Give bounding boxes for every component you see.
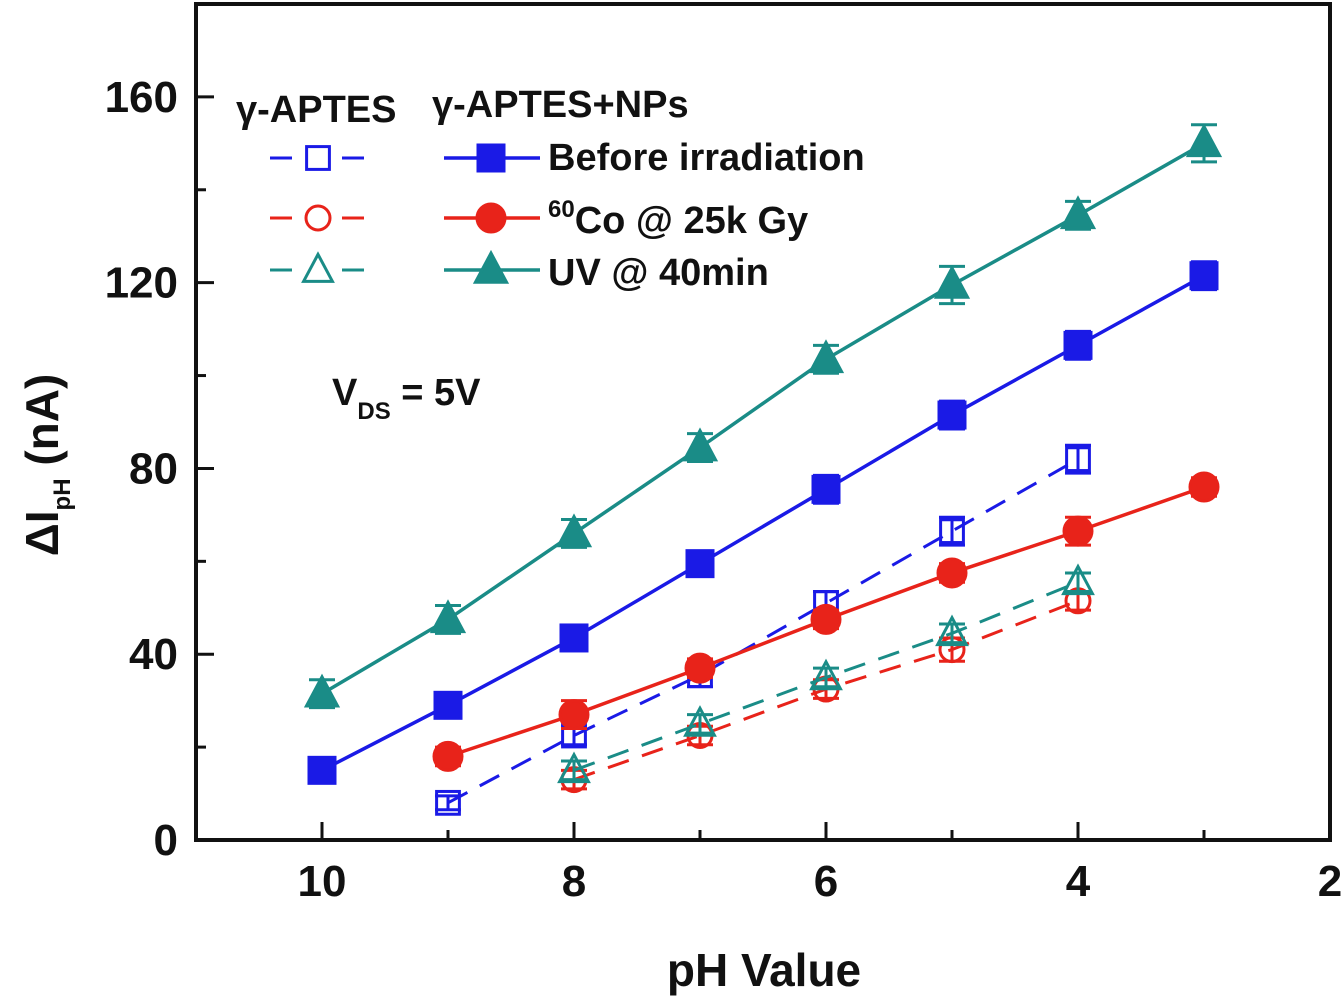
x-tick-label: 10	[298, 857, 347, 906]
series-line	[321, 141, 1205, 696]
data-point	[937, 400, 967, 430]
x-tick-label: 8	[562, 857, 586, 906]
data-point	[935, 614, 969, 647]
data-point	[1185, 123, 1223, 158]
data-point	[933, 264, 971, 299]
axis-ticks: 10 8 6 4 2 0 40 80 120 160	[105, 2, 1342, 906]
data-point	[1065, 446, 1091, 473]
series-aptes-triangle	[557, 563, 1095, 784]
data-point	[432, 740, 464, 772]
data-point	[684, 652, 716, 684]
y-axis-title: ΔIpH (nA)	[16, 374, 76, 557]
vds-annotation-prefix: V	[332, 372, 358, 414]
x-tick-label: 2	[1318, 857, 1342, 906]
data-point	[1062, 515, 1094, 547]
legend: γ-APTES γ-APTES+NPs Before irradiation 6…	[236, 84, 865, 294]
legend-label-uv: UV @ 40min	[548, 252, 769, 294]
legend-sample-open-marker	[304, 204, 332, 232]
legend-sample-filled-marker	[472, 249, 510, 284]
legend-label-co60: 60Co @ 25k Gy	[548, 196, 808, 242]
data-point	[1189, 261, 1219, 291]
data-point	[303, 673, 341, 708]
x-tick-label: 6	[814, 857, 838, 906]
y-axis-title-sub: pH	[49, 478, 76, 510]
data-point	[555, 513, 593, 548]
data-point	[433, 690, 463, 720]
data-point	[559, 623, 589, 653]
legend-sample-open-marker	[305, 145, 331, 171]
y-tick-label: 160	[105, 73, 178, 122]
legend-label-co60-text: Co @ 25k Gy	[575, 200, 808, 242]
data-point	[811, 474, 841, 504]
data-point	[558, 699, 590, 731]
legend-group-right-label: γ-APTES+NPs	[432, 84, 689, 126]
legend-label-before-irradiation: Before irradiation	[548, 137, 865, 179]
legend-sample-open-marker	[301, 251, 335, 283]
data-point	[683, 705, 717, 737]
y-tick-label: 0	[154, 816, 178, 865]
data-point	[807, 339, 845, 374]
data-point	[307, 755, 337, 785]
legend-group-left-label: γ-APTES	[236, 89, 396, 131]
y-axis-title-suffix: (nA)	[16, 374, 68, 479]
series-nps-triangle	[303, 123, 1223, 710]
data-point	[1063, 330, 1093, 360]
x-axis-title: pH Value	[667, 944, 861, 996]
data-point	[557, 751, 591, 784]
vds-annotation-suffix: = 5V	[391, 372, 481, 414]
data-point	[685, 549, 715, 579]
y-tick-label: 40	[129, 630, 178, 679]
series-line	[321, 274, 1205, 772]
series-line	[447, 457, 1079, 805]
data-point	[810, 603, 842, 635]
legend-label-co60-sup: 60	[548, 196, 575, 223]
x-tick-label: 4	[1066, 857, 1091, 906]
data-point	[429, 599, 467, 634]
legend-sample-filled-marker	[475, 202, 507, 234]
data-point	[936, 557, 968, 589]
y-tick-label: 80	[129, 444, 178, 493]
legend-sample-filled-marker	[476, 143, 506, 173]
data-point	[939, 518, 965, 545]
legend-samples	[270, 142, 540, 286]
series-layer	[303, 123, 1223, 816]
series-nps-square	[307, 260, 1219, 785]
data-point	[809, 658, 843, 691]
series-nps-circle	[432, 471, 1220, 772]
plot-area	[194, 2, 1332, 842]
series-aptes-square	[435, 443, 1091, 816]
data-point	[1059, 195, 1097, 230]
data-point	[1061, 563, 1095, 596]
data-point	[1188, 471, 1220, 503]
vds-annotation-sub: DS	[357, 398, 390, 425]
plot-frame	[194, 2, 1332, 842]
y-axis-title-prefix: ΔI	[16, 510, 68, 556]
vds-annotation: VDS = 5V	[332, 372, 481, 425]
data-point	[681, 427, 719, 462]
data-point	[435, 789, 461, 816]
y-tick-label: 120	[105, 259, 178, 308]
